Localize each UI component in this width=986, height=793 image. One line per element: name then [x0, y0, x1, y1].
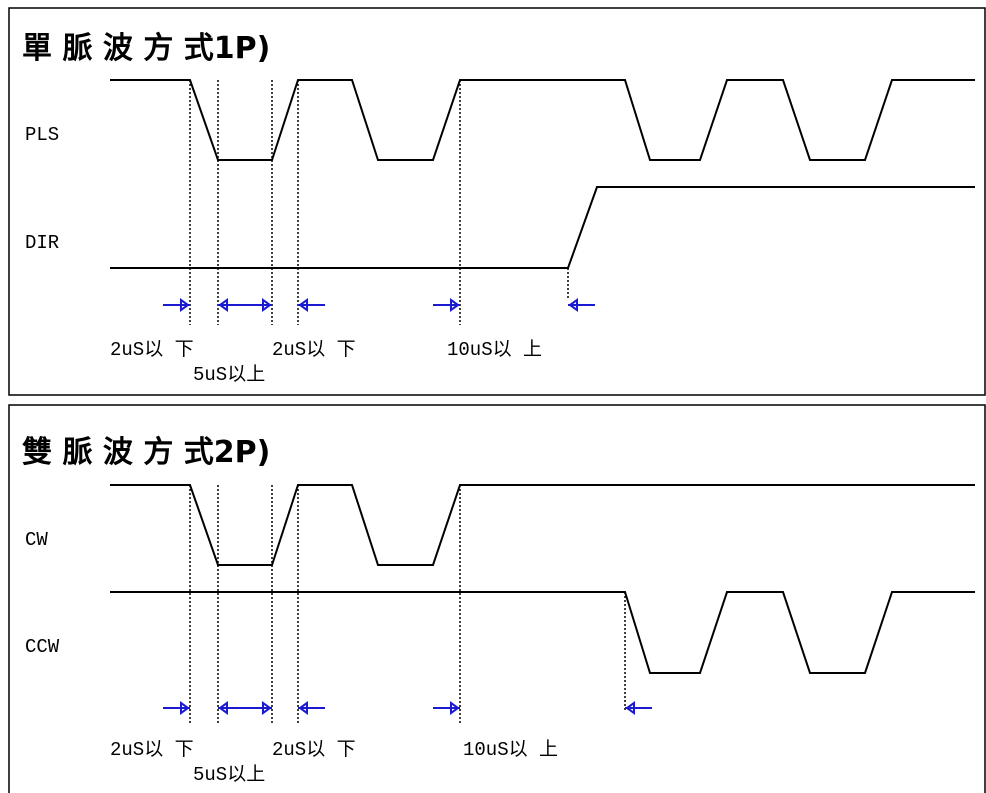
timing-label: 10uS以 上 [447, 338, 542, 361]
timing-label: 5uS以上 [193, 763, 265, 786]
waveform [110, 79, 975, 161]
panel-frame [8, 7, 986, 396]
timing-label: 5uS以上 [193, 363, 265, 386]
signal-label: CW [25, 529, 48, 551]
arrow [218, 701, 245, 715]
waveform [110, 484, 975, 566]
arrow [568, 298, 595, 312]
arrow [298, 298, 325, 312]
panel: 雙 脈 波 方 式2P) CW CCW 2uS以 下 5uS以上 2uS以 下 … [22, 435, 558, 786]
arrow [163, 298, 190, 312]
timing-label: 2uS以 下 [272, 339, 356, 361]
arrow [625, 701, 652, 715]
timing-label: 10uS以 上 [463, 738, 558, 761]
arrow [433, 298, 460, 312]
signal-label: DIR [25, 232, 59, 254]
waveform [110, 186, 975, 269]
waveform [110, 591, 975, 674]
arrow [218, 298, 245, 312]
signal-label: PLS [25, 124, 59, 146]
signal-label: CCW [25, 636, 60, 658]
arrow [433, 701, 460, 715]
timing-label: 2uS以 下 [110, 339, 194, 361]
timing-label: 2uS以 下 [272, 739, 356, 761]
arrow [245, 298, 272, 312]
arrow [245, 701, 272, 715]
panel-title: 單 脈 波 方 式1P) [22, 31, 270, 66]
panel-frame [8, 404, 986, 793]
timing-label: 2uS以 下 [110, 739, 194, 761]
panel: 單 脈 波 方 式1P) PLS DIR 2uS以 下 5uS以上 2uS以 下… [22, 31, 542, 386]
arrow [163, 701, 190, 715]
panel-title: 雙 脈 波 方 式2P) [22, 435, 270, 470]
arrow [298, 701, 325, 715]
